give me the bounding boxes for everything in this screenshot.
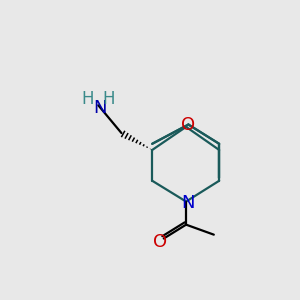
Text: H: H: [103, 90, 115, 108]
Text: O: O: [181, 116, 196, 134]
Text: N: N: [181, 194, 194, 212]
Text: H: H: [81, 90, 94, 108]
Text: N: N: [93, 99, 106, 117]
Text: O: O: [153, 233, 167, 251]
